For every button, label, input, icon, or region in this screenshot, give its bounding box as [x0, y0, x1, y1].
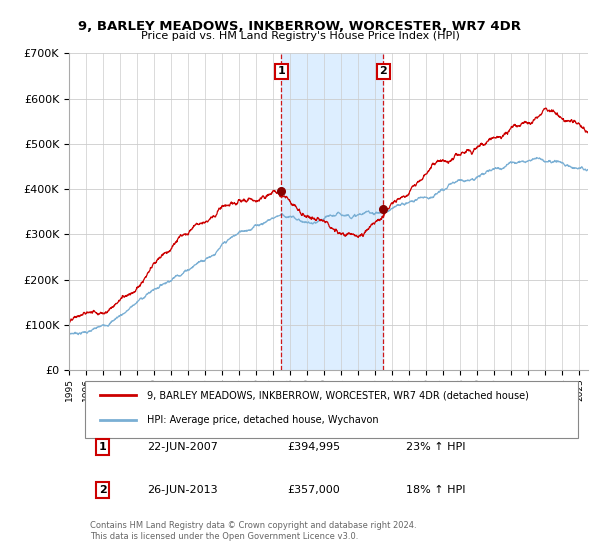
Bar [281, 53, 383, 370]
Text: 26-JUN-2013: 26-JUN-2013 [147, 485, 217, 495]
Text: 1: 1 [99, 442, 107, 452]
FancyBboxPatch shape [85, 381, 578, 438]
Text: Price paid vs. HM Land Registry's House Price Index (HPI): Price paid vs. HM Land Registry's House … [140, 31, 460, 41]
Text: Contains HM Land Registry data © Crown copyright and database right 2024.
This d: Contains HM Land Registry data © Crown c… [90, 521, 416, 540]
Text: 23% ↑ HPI: 23% ↑ HPI [406, 442, 466, 452]
Text: £357,000: £357,000 [287, 485, 340, 495]
Text: 18% ↑ HPI: 18% ↑ HPI [406, 485, 466, 495]
Text: 9, BARLEY MEADOWS, INKBERROW, WORCESTER, WR7 4DR (detached house): 9, BARLEY MEADOWS, INKBERROW, WORCESTER,… [147, 390, 529, 400]
Text: 22-JUN-2007: 22-JUN-2007 [147, 442, 218, 452]
Text: 9, BARLEY MEADOWS, INKBERROW, WORCESTER, WR7 4DR: 9, BARLEY MEADOWS, INKBERROW, WORCESTER,… [79, 20, 521, 32]
Text: 1: 1 [277, 66, 285, 76]
Text: £394,995: £394,995 [287, 442, 340, 452]
Text: 2: 2 [99, 485, 107, 495]
Text: 2: 2 [380, 66, 388, 76]
Text: HPI: Average price, detached house, Wychavon: HPI: Average price, detached house, Wych… [147, 416, 379, 426]
